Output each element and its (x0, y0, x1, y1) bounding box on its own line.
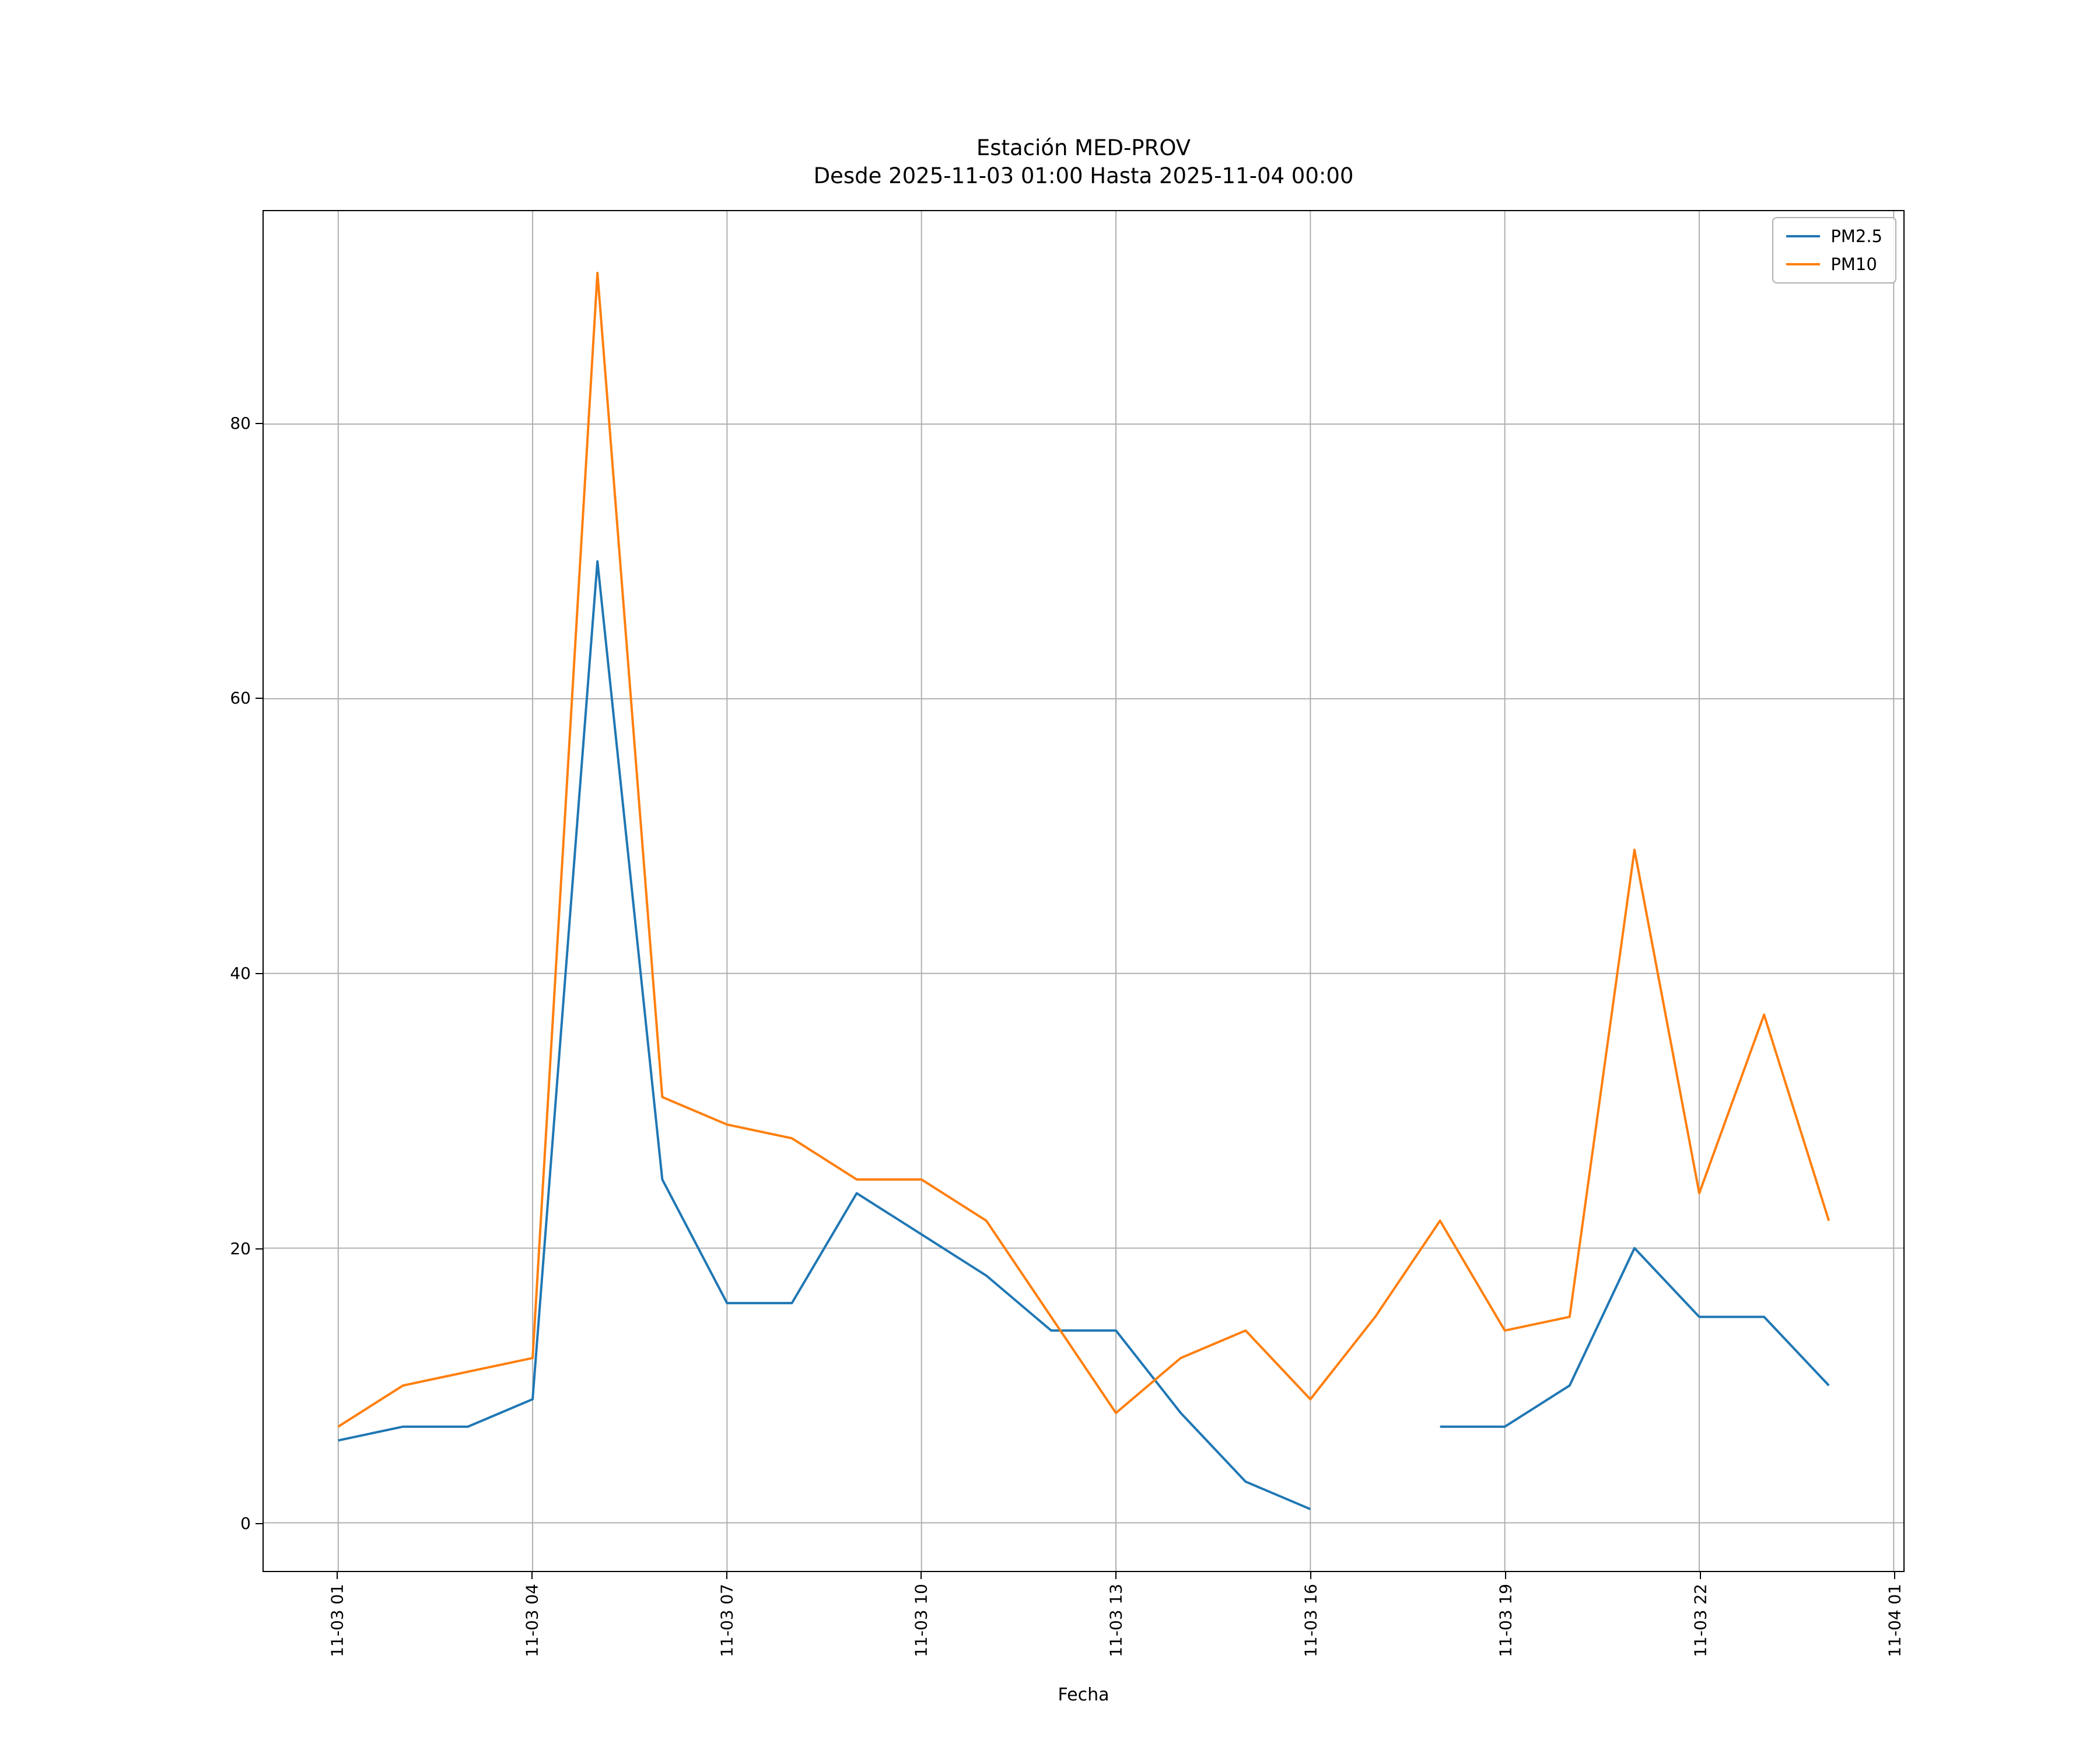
x-tick-label: 11-03 16 (1301, 1584, 1321, 1657)
legend-item-pm25: PM2.5 (1786, 226, 1882, 246)
pm10-legend-line-icon (1786, 263, 1821, 265)
x-tick-label: 11-04 01 (1885, 1584, 1905, 1657)
x-axis-label: Fecha (1058, 1685, 1110, 1705)
plot-area (262, 210, 1905, 1572)
plot-svg (264, 211, 1903, 1571)
legend-item-pm10: PM10 (1786, 254, 1882, 274)
x-tick-mark (336, 1572, 338, 1579)
x-tick-mark (1310, 1572, 1311, 1579)
x-tick-label: 11-03 04 (522, 1584, 542, 1657)
pm10-legend-label: PM10 (1831, 254, 1877, 274)
chart-title: Estación MED-PROV Desde 2025-11-03 01:00… (262, 134, 1905, 190)
y-tick-label: 60 (230, 688, 251, 708)
x-tick-mark (1115, 1572, 1117, 1579)
y-tick-label: 20 (230, 1238, 251, 1258)
y-tick-label: 0 (240, 1514, 251, 1534)
y-tick-mark (256, 1248, 262, 1250)
chart-title-line1: Estación MED-PROV (976, 135, 1191, 160)
x-tick-mark (1894, 1572, 1896, 1579)
x-tick-mark (921, 1572, 922, 1579)
y-tick-mark (256, 973, 262, 974)
x-tick-label: 11-03 01 (327, 1584, 347, 1657)
x-tick-label: 11-03 13 (1106, 1584, 1126, 1657)
y-tick-mark (256, 698, 262, 699)
x-tick-label: 11-03 22 (1690, 1584, 1710, 1657)
chart-title-line2: Desde 2025-11-03 01:00 Hasta 2025-11-04 … (813, 163, 1354, 188)
legend: PM2.5 PM10 (1772, 217, 1896, 284)
x-tick-label: 11-03 19 (1496, 1584, 1516, 1657)
x-tick-mark (726, 1572, 727, 1579)
pm25-legend-line-icon (1786, 235, 1821, 237)
x-tick-mark (1504, 1572, 1506, 1579)
x-tick-label: 11-03 10 (911, 1584, 931, 1657)
x-tick-mark (531, 1572, 533, 1579)
y-tick-label: 80 (230, 413, 251, 433)
y-tick-mark (256, 1523, 262, 1525)
x-tick-mark (1699, 1572, 1701, 1579)
x-tick-label: 11-03 07 (717, 1584, 737, 1657)
pm25-legend-label: PM2.5 (1831, 226, 1882, 246)
y-tick-label: 40 (230, 964, 251, 983)
y-tick-mark (256, 422, 262, 424)
